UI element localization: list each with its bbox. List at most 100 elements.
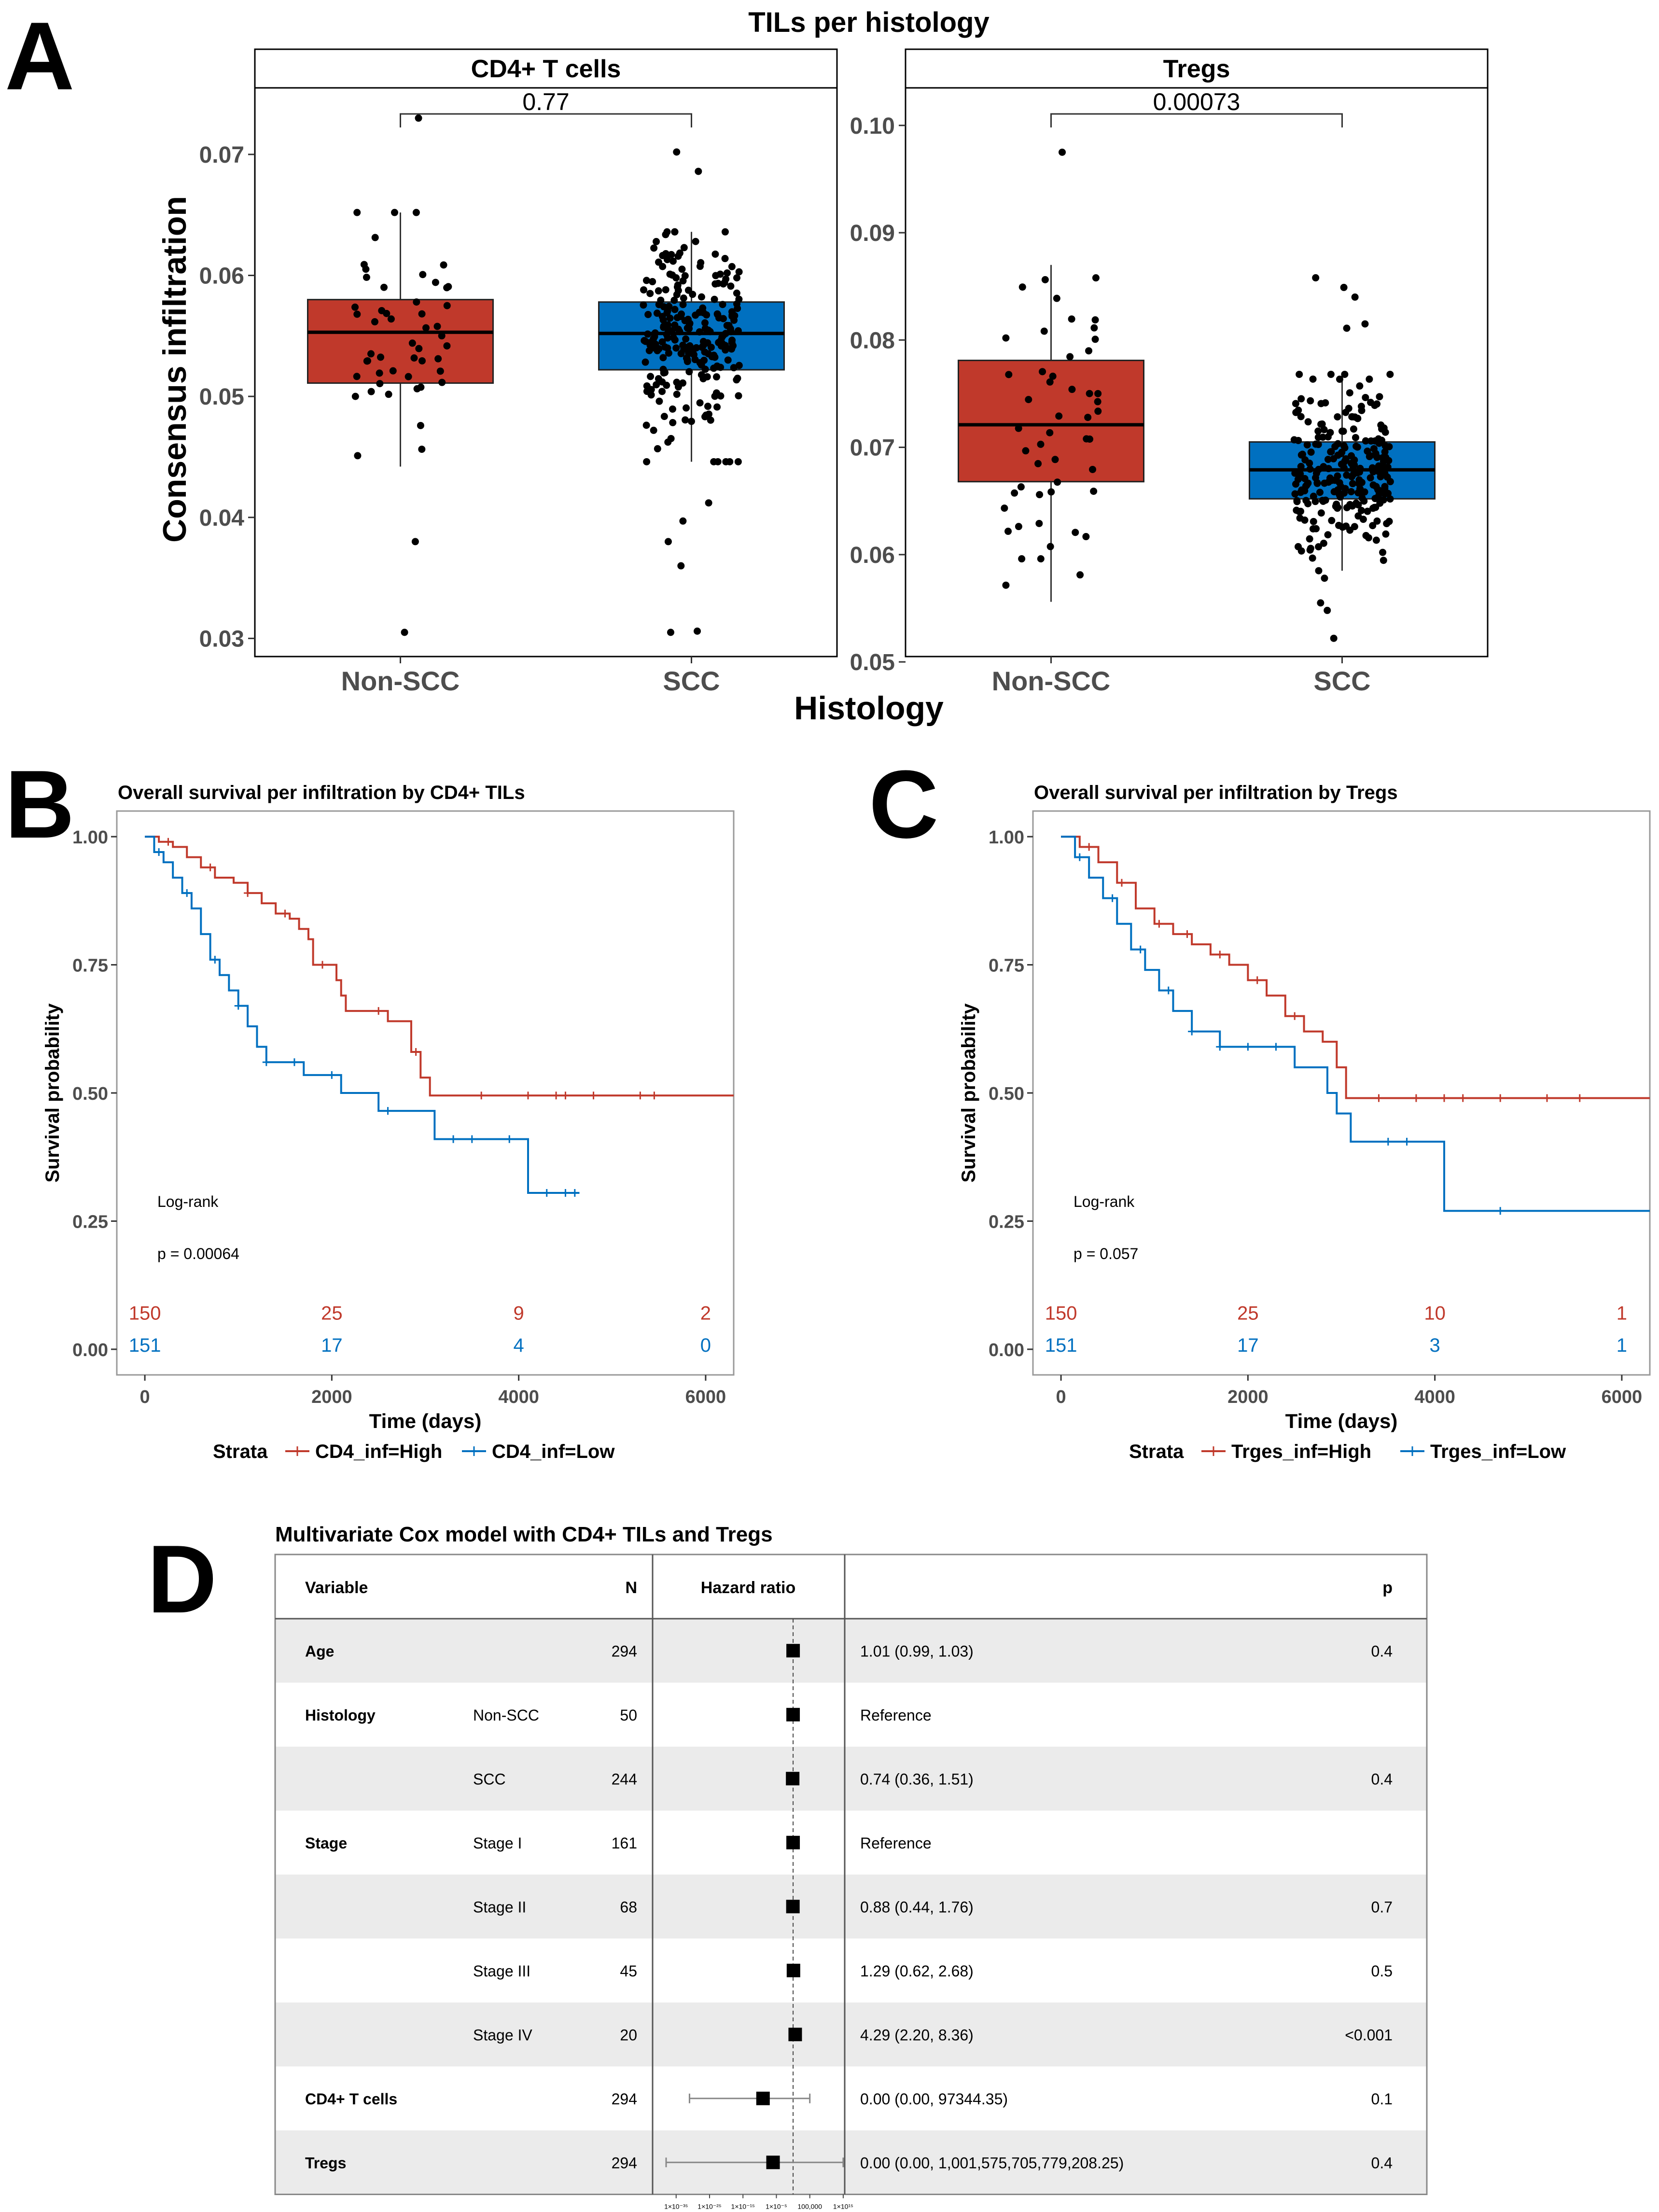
data-point: [659, 365, 667, 373]
data-point: [1005, 371, 1013, 378]
facet-tregs-strip-label: Tregs: [1163, 55, 1230, 83]
data-point: [664, 438, 672, 446]
row-variable: Stage: [305, 1834, 347, 1852]
data-point: [351, 303, 359, 311]
data-point: [659, 316, 667, 324]
data-point: [1051, 456, 1059, 463]
risk-count: 25: [1237, 1302, 1259, 1324]
data-point: [726, 325, 734, 333]
logrank-pvalue: p = 0.00064: [157, 1245, 239, 1262]
data-point: [1349, 480, 1356, 488]
panel-d: D Multivariate Cox model with CD4+ TILs …: [147, 1523, 1428, 2211]
data-point: [690, 351, 698, 359]
data-point: [1319, 434, 1327, 441]
data-point: [1381, 442, 1389, 449]
data-point: [711, 280, 719, 288]
data-point: [680, 244, 688, 252]
row-level: Stage II: [473, 1898, 526, 1916]
hr-square: [756, 2091, 770, 2105]
outlier-point: [1330, 634, 1338, 642]
data-point: [1304, 418, 1312, 426]
data-point: [1353, 443, 1361, 451]
data-point: [367, 350, 375, 358]
data-point: [727, 282, 735, 290]
data-point: [697, 371, 705, 378]
data-point: [1327, 448, 1335, 456]
data-point: [1376, 393, 1383, 401]
data-point: [721, 255, 729, 263]
data-point: [652, 340, 659, 348]
data-point: [677, 313, 684, 321]
data-point: [1316, 489, 1324, 496]
data-point: [1354, 415, 1362, 422]
forest-axis-label: 100,000: [797, 2203, 822, 2211]
risk-count: 151: [1045, 1335, 1077, 1356]
censor-mark: [561, 1092, 570, 1100]
data-point: [645, 347, 653, 354]
row-level: Stage IV: [473, 2026, 532, 2044]
x-tick-label: 6000: [685, 1387, 726, 1407]
data-point: [1314, 427, 1322, 435]
data-point: [1068, 386, 1076, 393]
data-point: [668, 251, 675, 258]
data-point: [1345, 405, 1352, 412]
y-tick-label: 1.00: [72, 827, 108, 848]
data-point: [721, 228, 729, 236]
data-point: [1383, 473, 1391, 481]
data-point: [1317, 509, 1325, 517]
y-tick-label: 0.07: [850, 435, 895, 461]
data-point: [1380, 496, 1387, 504]
data-point: [1086, 390, 1093, 397]
data-point: [685, 321, 693, 328]
data-point: [1310, 492, 1317, 500]
data-point: [1366, 474, 1374, 482]
data-point: [728, 345, 736, 353]
data-point: [1072, 529, 1079, 536]
data-point: [1090, 324, 1098, 332]
data-point: [1018, 283, 1026, 291]
risk-count: 25: [321, 1302, 343, 1324]
data-point: [1356, 382, 1364, 390]
legend-entry: CD4_inf=Low: [492, 1441, 615, 1462]
censor-mark: [1075, 853, 1084, 861]
censor-mark: [1108, 894, 1116, 902]
outlier-point: [1324, 606, 1331, 614]
row-level: SCC: [473, 1770, 506, 1788]
data-point: [1291, 490, 1299, 498]
data-point: [1309, 554, 1316, 562]
row-p: <0.001: [1345, 2026, 1393, 2044]
risk-count: 9: [514, 1302, 524, 1324]
data-point: [1324, 531, 1332, 539]
header-hazard-ratio: Hazard ratio: [701, 1579, 796, 1597]
header-n: N: [625, 1579, 637, 1597]
data-point: [1004, 528, 1012, 535]
data-point: [655, 287, 662, 295]
panel-a: A TILs per histology Consensus infiltrat…: [5, 2, 1489, 727]
outlier-point: [411, 538, 419, 546]
data-point: [1297, 489, 1305, 496]
data-point: [696, 263, 704, 270]
data-point: [1334, 472, 1341, 480]
data-point: [376, 369, 383, 377]
censor-mark: [1440, 1094, 1448, 1102]
row-ci: Reference: [860, 1707, 932, 1724]
data-point: [1039, 368, 1046, 376]
data-point: [1294, 476, 1302, 483]
data-point: [1301, 456, 1309, 464]
censor-mark: [1384, 1137, 1392, 1146]
data-point: [1340, 442, 1348, 449]
row-variable: Tregs: [305, 2154, 346, 2171]
risk-count: 3: [1430, 1335, 1440, 1356]
risk-count: 2: [700, 1302, 711, 1324]
row-n: 45: [620, 1962, 637, 1980]
data-point: [670, 296, 678, 304]
data-point: [697, 293, 705, 301]
legend-entry: Trges_inf=Low: [1430, 1441, 1566, 1462]
data-point: [415, 345, 423, 352]
data-point: [1327, 370, 1335, 378]
censor-mark: [1188, 1027, 1196, 1036]
row-n: 294: [612, 2154, 637, 2171]
data-point: [1371, 495, 1379, 503]
data-point: [1381, 490, 1389, 498]
data-point: [683, 404, 690, 412]
